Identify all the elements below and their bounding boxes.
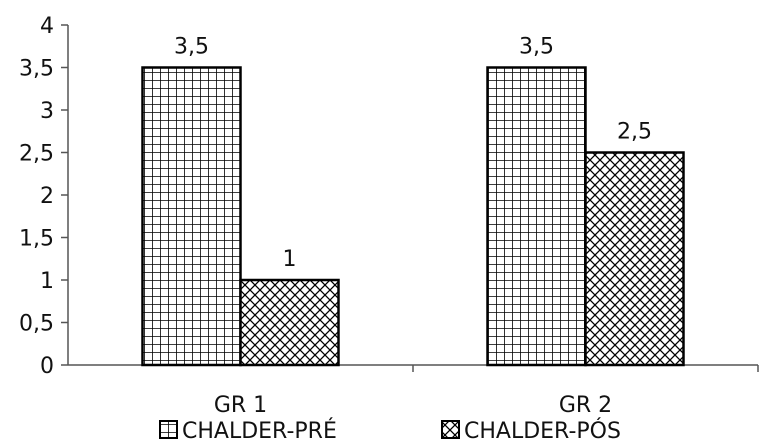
data-label: 2,5 bbox=[617, 120, 652, 145]
legend-label: CHALDER-PÓS bbox=[464, 418, 621, 444]
y-tick-label: 2,5 bbox=[19, 142, 54, 167]
data-label: 3,5 bbox=[174, 35, 209, 60]
axes-layer: 0 0,5 1 1,5 2 2,5 3 3,5 4 bbox=[19, 14, 759, 379]
legend-label: CHALDER-PRÉ bbox=[182, 418, 337, 444]
y-tick-label: 0 bbox=[40, 354, 54, 379]
y-tick-label: 1 bbox=[40, 269, 54, 294]
legend: CHALDER-PRÉ CHALDER-PÓS bbox=[159, 418, 621, 444]
y-tick-label: 4 bbox=[40, 14, 54, 39]
x-category-label: GR 1 bbox=[214, 393, 267, 418]
data-label: 3,5 bbox=[519, 35, 554, 60]
bar-pos-gr2 bbox=[584, 151, 685, 367]
data-label: 1 bbox=[283, 247, 297, 272]
bars-layer bbox=[141, 66, 685, 367]
bar-pre-gr2 bbox=[486, 66, 587, 367]
y-tick-label: 0,5 bbox=[19, 312, 54, 337]
y-tick-label: 1,5 bbox=[19, 227, 54, 252]
y-tick-label: 3,5 bbox=[19, 57, 54, 82]
x-category-label: GR 2 bbox=[559, 393, 612, 418]
labels-layer: 3,5 1 GR 1 3,5 2,5 GR 2 bbox=[174, 35, 652, 419]
legend-swatch-pos bbox=[441, 420, 460, 439]
bar-pos-gr1 bbox=[239, 278, 340, 367]
legend-swatch-pre bbox=[159, 420, 178, 439]
y-tick-label: 3 bbox=[40, 99, 54, 124]
y-tick-label: 2 bbox=[40, 184, 54, 209]
bar-pre-gr1 bbox=[141, 66, 242, 367]
